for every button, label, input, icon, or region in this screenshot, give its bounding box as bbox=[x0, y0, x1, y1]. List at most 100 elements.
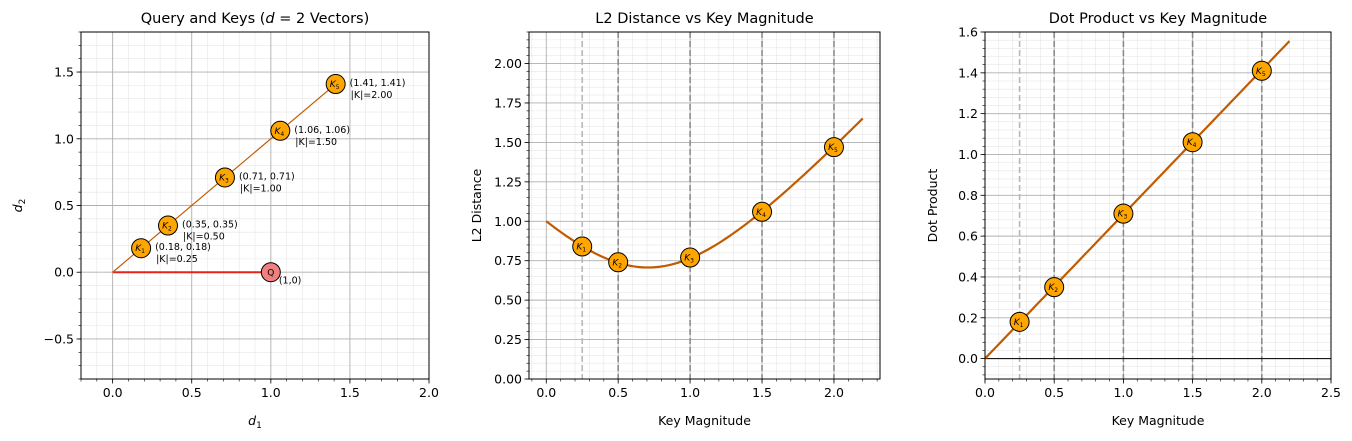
x-tick-label: 0.5 bbox=[608, 385, 628, 400]
y-tick-label: 1.6 bbox=[958, 25, 978, 40]
x-tick-label: 1.0 bbox=[261, 385, 281, 400]
key-coord-annotation: (0.35, 0.35) bbox=[182, 220, 238, 231]
series-curve bbox=[545, 117, 864, 269]
axes-frame bbox=[80, 31, 430, 380]
y-tick-label: 1.25 bbox=[494, 174, 522, 189]
x-tick-label: 0.0 bbox=[975, 385, 995, 400]
key-coord-annotation: (1.41, 1.41) bbox=[350, 78, 406, 89]
query-annotation: (1,0) bbox=[279, 276, 302, 287]
y-tick-label: 0.8 bbox=[958, 188, 978, 203]
y-tick-label: 1.0 bbox=[958, 147, 978, 162]
key-point bbox=[1113, 203, 1134, 224]
panel-query-keys: 0.0 0.5 1.0 1.5 2.0 −0.5 0.0 0.5 1.0 1.5 Q (1,0) K1 (… bbox=[10, 11, 439, 431]
y-tick-label: 0.2 bbox=[958, 310, 978, 325]
y-tick-label: 1.75 bbox=[494, 95, 522, 110]
y-tick-label: 0.00 bbox=[494, 372, 522, 387]
key-point bbox=[1044, 277, 1065, 298]
key-coord-annotation: (0.71, 0.71) bbox=[239, 171, 295, 182]
axes-frame bbox=[528, 31, 881, 380]
x-tick-label: 1.5 bbox=[340, 385, 360, 400]
chart-title: Query and Keys (d = 2 Vectors) bbox=[141, 11, 370, 27]
key-magnitude-annotation: |K|=1.00 bbox=[240, 183, 282, 194]
y-tick-label: 0.50 bbox=[494, 293, 522, 308]
key-coord-annotation: (0.18, 0.18) bbox=[155, 242, 211, 253]
key-point bbox=[270, 120, 291, 141]
y-tick-label: 0.6 bbox=[958, 229, 978, 244]
key-point-label: K3 bbox=[684, 254, 694, 265]
x-tick-label: 0.5 bbox=[182, 385, 202, 400]
key-point bbox=[608, 252, 629, 273]
x-tick-label: 2.0 bbox=[1252, 385, 1272, 400]
key-point bbox=[131, 238, 152, 259]
x-axis-label: d1 bbox=[248, 413, 262, 431]
key-point bbox=[1009, 311, 1030, 332]
key-point bbox=[158, 215, 178, 236]
y-tick-label: −0.5 bbox=[44, 331, 74, 346]
key-magnitude-annotation: |K|=1.50 bbox=[295, 137, 337, 148]
key-point bbox=[680, 247, 701, 268]
x-tick-label: 1.5 bbox=[1183, 385, 1203, 400]
key-point-label: K3 bbox=[219, 173, 229, 184]
y-axis-label: L2 Distance bbox=[469, 168, 484, 242]
key-point-label: K2 bbox=[162, 222, 172, 233]
y-tick-label: 0.75 bbox=[494, 253, 522, 268]
key-point-label: K3 bbox=[1118, 210, 1128, 221]
y-tick-label: 0.25 bbox=[494, 332, 522, 347]
x-tick-label: 1.0 bbox=[680, 385, 700, 400]
panel-l2-distance: 0.0 0.5 1.0 1.5 2.0 0.00 0.25 0.50 0.75 1.00 1.25 1… bbox=[469, 11, 881, 428]
y-tick-label: 1.4 bbox=[958, 65, 978, 80]
key-coord-annotation: (1.06, 1.06) bbox=[294, 125, 350, 136]
key-point-label: K5 bbox=[828, 143, 838, 154]
key-point-label: K1 bbox=[1014, 318, 1024, 329]
key-point bbox=[1182, 132, 1203, 153]
chart-title: L2 Distance vs Key Magnitude bbox=[595, 11, 813, 27]
key-point-label: K2 bbox=[1048, 283, 1058, 294]
query-point bbox=[260, 262, 281, 283]
key-magnitude-annotation: |K|=0.25 bbox=[156, 254, 198, 265]
y-tick-label: 0.4 bbox=[958, 269, 978, 284]
y-axis-label: d2 bbox=[10, 199, 28, 213]
axes-frame bbox=[984, 31, 1332, 380]
x-tick-label: 2.0 bbox=[824, 385, 844, 400]
x-tick-label: 2.0 bbox=[419, 385, 439, 400]
y-tick-label: 1.0 bbox=[54, 131, 74, 146]
key-magnitude-annotation: |K|=2.00 bbox=[351, 90, 393, 101]
key-point bbox=[214, 167, 235, 188]
x-tick-label: 0.0 bbox=[536, 385, 556, 400]
x-tick-label: 1.5 bbox=[752, 385, 772, 400]
key-point-label: K1 bbox=[576, 243, 586, 254]
key-point-label: K1 bbox=[135, 244, 145, 255]
x-tick-label: 2.5 bbox=[1321, 385, 1341, 400]
y-tick-label: 1.2 bbox=[958, 106, 978, 121]
key-point bbox=[572, 236, 593, 257]
key-point-label: K4 bbox=[756, 208, 766, 219]
y-tick-label: 0.0 bbox=[958, 351, 978, 366]
key-point-label: K4 bbox=[1187, 138, 1197, 149]
key-point bbox=[325, 74, 346, 95]
y-tick-label: 1.5 bbox=[54, 65, 74, 80]
series-curve bbox=[984, 40, 1291, 360]
y-tick-label: 1.00 bbox=[494, 214, 522, 229]
key-point bbox=[1251, 60, 1272, 81]
chart-title: Dot Product vs Key Magnitude bbox=[1049, 11, 1268, 27]
y-axis-label: Dot Product bbox=[925, 169, 940, 243]
y-tick-label: 2.00 bbox=[494, 56, 522, 71]
x-tick-label: 0.5 bbox=[1044, 385, 1064, 400]
y-tick-label: 0.0 bbox=[54, 265, 74, 280]
key-point-label: K5 bbox=[330, 80, 340, 91]
key-magnitude-annotation: |K|=0.50 bbox=[183, 232, 225, 243]
query-point-label: Q bbox=[267, 269, 274, 279]
key-point-label: K4 bbox=[274, 127, 284, 138]
y-tick-label: 1.50 bbox=[494, 135, 522, 150]
x-tick-label: 1.0 bbox=[1113, 385, 1133, 400]
x-axis-label: Key Magnitude bbox=[1112, 413, 1205, 428]
key-point-label: K2 bbox=[612, 258, 622, 269]
key-point bbox=[823, 137, 844, 158]
panel-dot-product: 0.0 0.5 1.0 1.5 2.0 2.5 0.0 0.2 0.4 0.6 0.8 1.0 1.2 1… bbox=[925, 11, 1341, 428]
x-tick-label: 0.0 bbox=[103, 385, 123, 400]
y-tick-label: 0.5 bbox=[54, 198, 74, 213]
x-axis-label: Key Magnitude bbox=[658, 413, 751, 428]
key-point bbox=[752, 201, 773, 222]
key-point-label: K5 bbox=[1256, 67, 1266, 78]
